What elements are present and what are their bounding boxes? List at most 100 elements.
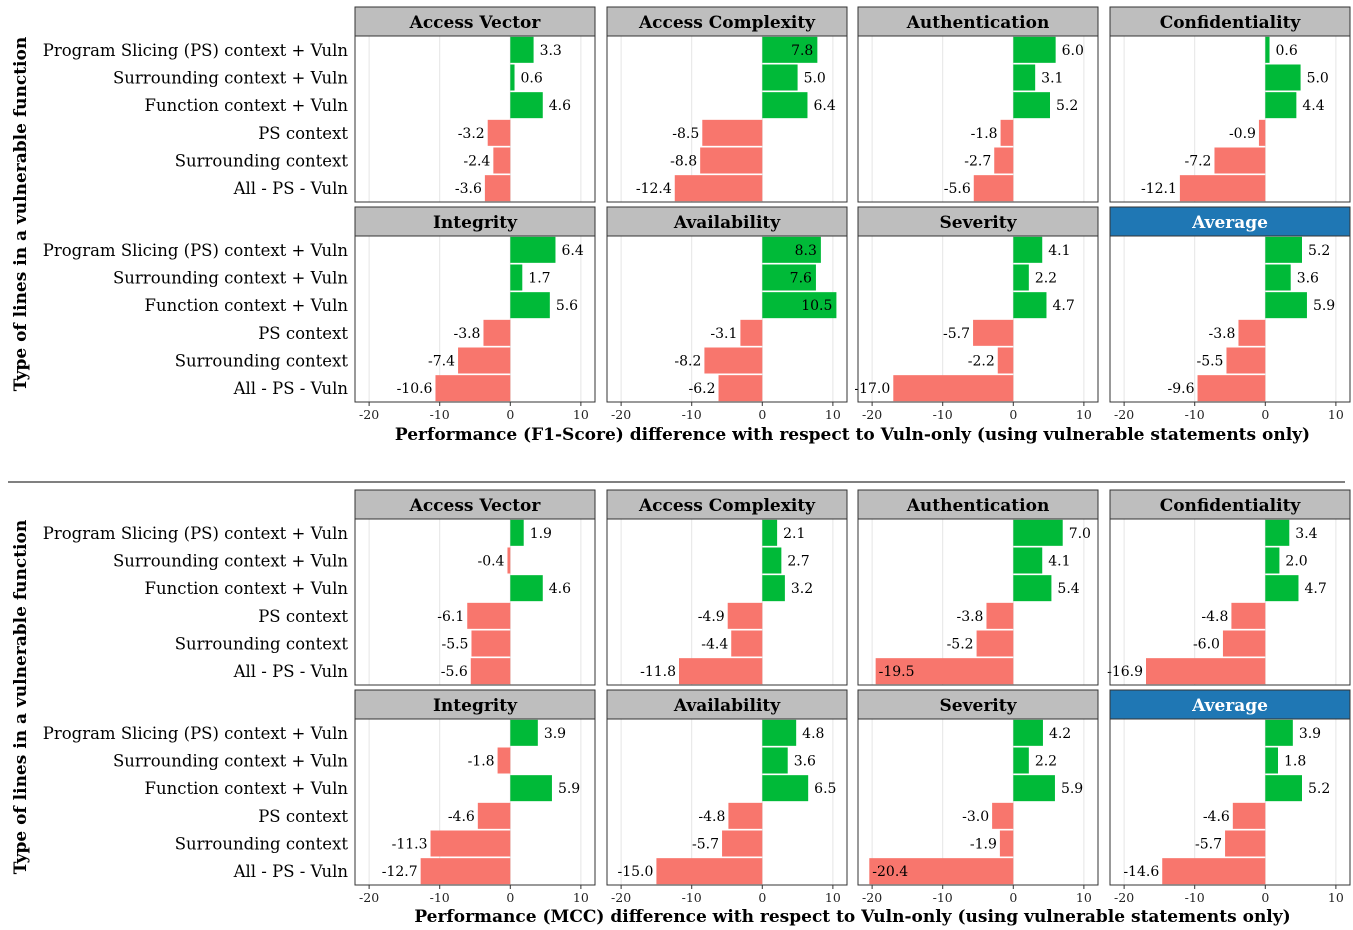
bar-value-label: -4.9 xyxy=(698,609,725,625)
panel-border xyxy=(1109,518,1351,686)
x-tick-label: 10 xyxy=(825,890,841,905)
bar-value-label: -4.6 xyxy=(1203,809,1230,825)
facet-panel: Access Vector 3.3 0.6 4.6 -3.2 -2.4 -3.6 Progra… xyxy=(43,6,596,203)
facet-title: Availability xyxy=(673,213,781,233)
facet-panel: Availability 8.3 7.6 10.5 -3.1 -8.2 -6.2 -20 -10… xyxy=(606,206,848,422)
bar xyxy=(1222,630,1266,657)
bar xyxy=(510,292,550,319)
bar-value-label: 3.3 xyxy=(540,43,562,59)
category-label: Program Slicing (PS) context + Vuln xyxy=(43,724,349,743)
plot-background xyxy=(355,519,595,685)
bar-value-label: -3.8 xyxy=(453,326,480,342)
bar-value-label: 7.6 xyxy=(790,271,812,287)
plot-background xyxy=(1110,719,1350,885)
facet-panel: Severity 4.2 2.25.9 -3.0 -1.9 -20.4 -20 -10 0 10 xyxy=(857,689,1099,905)
x-axis-title: Performance (MCC) difference with respec… xyxy=(414,907,1290,927)
panel-border xyxy=(857,718,1099,886)
x-tick-label: -20 xyxy=(862,407,882,422)
bar xyxy=(1013,64,1036,91)
bar xyxy=(762,719,797,746)
bar xyxy=(1000,119,1014,146)
facet-title: Average xyxy=(1191,213,1268,233)
bar xyxy=(1265,519,1290,546)
bar xyxy=(1013,575,1052,602)
bar-value-label: -0.4 xyxy=(477,554,504,570)
category-label: All - PS - Vuln xyxy=(233,379,349,398)
x-axis-title: Performance (F1-Score) difference with r… xyxy=(395,425,1310,445)
bar xyxy=(510,775,552,802)
category-label: All - PS - Vuln xyxy=(233,862,349,881)
facet-title: Severity xyxy=(940,213,1018,233)
bar xyxy=(1258,119,1266,146)
bar-value-label: 5.0 xyxy=(804,71,826,87)
bar xyxy=(762,36,818,63)
bar-value-label: 5.9 xyxy=(558,781,580,797)
category-label: Surrounding context xyxy=(175,152,349,171)
x-tick-label: -20 xyxy=(862,890,882,905)
bar-value-label: 5.4 xyxy=(1057,581,1079,597)
x-tick-label: 10 xyxy=(1076,407,1092,422)
bar xyxy=(762,775,809,802)
facet-strip xyxy=(857,206,1099,237)
bar xyxy=(1013,719,1043,746)
bar-value-label: 2.2 xyxy=(1035,271,1057,287)
category-label: Surrounding context + Vuln xyxy=(113,69,348,88)
bar xyxy=(510,575,543,602)
bar xyxy=(731,630,763,657)
bar-value-label: -6.2 xyxy=(689,381,716,397)
x-tick-label: -20 xyxy=(611,890,631,905)
bar-value-label: 0.6 xyxy=(521,71,543,87)
bar-value-label: -4.8 xyxy=(1201,609,1228,625)
bar-value-label: -12.1 xyxy=(1141,181,1177,197)
facet-title: Average xyxy=(1191,696,1268,716)
bar xyxy=(893,375,1014,402)
bar-value-label: -0.9 xyxy=(1229,126,1256,142)
bar-value-label: -6.0 xyxy=(1193,637,1220,653)
panel-border xyxy=(606,718,848,886)
facet-panel: Average 3.9 1.85.2 -4.6 -5.7 -14.6 -20 -10 0 10 xyxy=(1109,689,1351,905)
facet-strip xyxy=(606,689,848,720)
plot-background xyxy=(1110,519,1350,685)
bar xyxy=(1265,547,1280,574)
bar xyxy=(722,830,763,857)
bar-value-label: -17.0 xyxy=(854,381,890,397)
bar-value-label: -2.7 xyxy=(964,154,991,170)
facet-strip xyxy=(1109,206,1351,237)
facet-strip xyxy=(857,489,1099,520)
bar-value-label: -8.8 xyxy=(670,154,697,170)
bar-value-label: -3.1 xyxy=(710,326,737,342)
plot-background xyxy=(607,719,847,885)
facet-strip xyxy=(1109,6,1351,37)
facet-panel: Confidentiality 3.4 2.0 4.7 -4.8 -6.0 -16.9 xyxy=(1107,489,1351,686)
plot-background xyxy=(1110,236,1350,402)
x-tick-label: -10 xyxy=(933,407,953,422)
x-tick-label: -20 xyxy=(359,407,379,422)
bar xyxy=(1013,775,1055,802)
facet-strip xyxy=(857,689,1099,720)
bar xyxy=(674,175,763,202)
category-label: Function context + Vuln xyxy=(145,579,349,598)
bar-value-label: 1.8 xyxy=(1284,754,1306,770)
category-label: Program Slicing (PS) context + Vuln xyxy=(43,241,349,260)
bar xyxy=(999,830,1014,857)
facet-title: Integrity xyxy=(433,213,518,233)
facet-title: Access Complexity xyxy=(638,13,816,33)
bar-value-label: 3.6 xyxy=(1297,271,1319,287)
bar xyxy=(510,36,534,63)
bar xyxy=(497,747,511,774)
bar-value-label: -19.5 xyxy=(879,664,915,680)
chart-mcc: Access Vector 1.9 -0.4 4.6 -6.1 -5.5 -5.6 Progr… xyxy=(11,489,1351,927)
bar-value-label: -11.8 xyxy=(640,664,676,680)
facet-panel: Availability 4.8 3.6 6.5 -4.8 -5.7 -15.0 -20 -10… xyxy=(606,689,848,905)
category-label: PS context xyxy=(258,124,348,143)
bar xyxy=(510,519,524,546)
bar xyxy=(1265,264,1291,291)
panel-border xyxy=(354,518,596,686)
bar-value-label: 0.6 xyxy=(1276,43,1298,59)
bar xyxy=(487,119,511,146)
y-axis-title: Type of lines in a vulnerable function xyxy=(11,37,31,391)
category-label: Surrounding context xyxy=(175,835,349,854)
bar xyxy=(997,347,1014,374)
bar-value-label: -6.1 xyxy=(437,609,464,625)
bar xyxy=(762,575,785,602)
